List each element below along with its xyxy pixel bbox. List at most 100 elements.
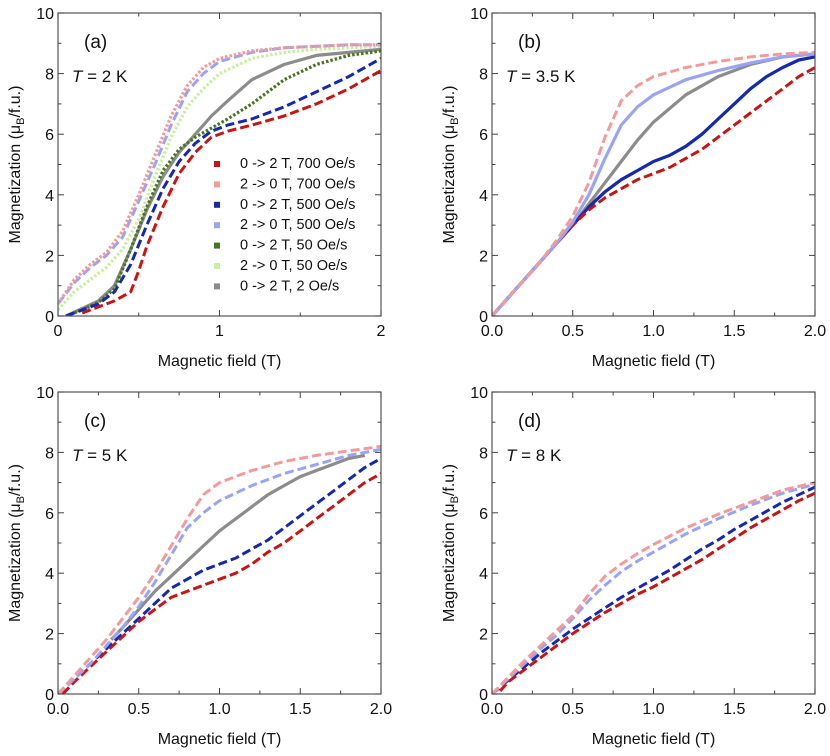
x-tick-label: 0.5 — [128, 701, 150, 718]
series-down-700 — [58, 43, 381, 305]
legend-label: 0 -> 2 T, 2 Oe/s — [240, 278, 339, 294]
y-tick-label: 8 — [45, 67, 54, 84]
y-tick-label: 2 — [479, 627, 488, 644]
series-up-50 — [65, 49, 381, 316]
x-tick-label: 0.0 — [481, 701, 503, 718]
x-axis-label: Magnetic field (T) — [158, 353, 282, 370]
y-axis-label: Magnetization (μB/f.u.) — [441, 464, 461, 622]
x-axis-label: Magnetic field (T) — [592, 731, 716, 748]
x-tick-label: 0.0 — [47, 701, 69, 718]
legend-label: 2 -> 0 T, 50 Oe/s — [240, 258, 347, 274]
temperature-annotation: T = 2 K — [72, 67, 128, 86]
x-tick-label: 2.0 — [804, 701, 826, 718]
y-tick-label: 0 — [45, 687, 54, 704]
y-tick-label: 0 — [479, 309, 488, 326]
y-tick-label: 8 — [479, 445, 488, 462]
temperature-annotation: T = 5 K — [72, 446, 128, 465]
y-tick-label: 2 — [45, 248, 54, 265]
x-tick-label: 1 — [215, 323, 224, 340]
legend: 0 -> 2 T, 700 Oe/s 2 -> 0 T, 700 Oe/s 0 ->… — [214, 156, 355, 294]
y-tick-label: 8 — [45, 445, 54, 462]
series-up-500 — [492, 485, 815, 694]
y-tick-label: 0 — [479, 687, 488, 704]
y-tick-label: 6 — [45, 506, 54, 523]
legend-label: 0 -> 2 T, 500 Oe/s — [240, 197, 355, 213]
legend-swatch — [214, 161, 220, 167]
series-down-500 — [492, 482, 815, 694]
series-up-500 — [58, 457, 381, 694]
axis-ticks — [491, 391, 816, 695]
y-tick-label: 6 — [479, 127, 488, 144]
y-tick-label: 6 — [45, 127, 54, 144]
axis-ticks — [57, 391, 382, 695]
series-group — [58, 43, 381, 316]
x-tick-label: 1.0 — [642, 323, 664, 340]
y-axis-label: Magnetization (μB/f.u.) — [7, 464, 27, 622]
x-tick-label: 1.5 — [723, 701, 745, 718]
axis-ticks — [57, 12, 382, 317]
y-axis-label: Magnetization (μB/f.u.) — [441, 86, 461, 244]
y-tick-label: 2 — [479, 248, 488, 265]
series-group — [58, 444, 381, 694]
series-down-50 — [58, 44, 381, 311]
x-tick-label: 0 — [54, 323, 63, 340]
y-axis-label: Magnetization (μB/f.u.) — [7, 86, 27, 244]
legend-label: 0 -> 2 T, 50 Oe/s — [240, 238, 347, 254]
axis-ticks — [491, 12, 816, 317]
x-axis-label: Magnetic field (T) — [592, 353, 716, 370]
y-tick-label: 4 — [479, 188, 488, 205]
legend-label: 2 -> 0 T, 700 Oe/s — [240, 176, 355, 192]
series-down-700 — [492, 50, 815, 316]
panel-a: 0 1 2 0 2 4 6 8 10 Magnetic field (T) Magnetizatio… — [7, 6, 386, 370]
series-down-700 — [492, 481, 815, 694]
y-tick-label: 4 — [45, 566, 54, 583]
x-tick-label: 0.5 — [562, 323, 584, 340]
x-tick-label: 1.5 — [289, 701, 311, 718]
legend-swatch — [214, 283, 220, 290]
panel-label: (c) — [84, 411, 106, 432]
y-tick-label: 6 — [479, 506, 488, 523]
y-tick-label: 10 — [36, 6, 54, 23]
y-tick-label: 4 — [479, 566, 488, 583]
y-tick-label: 4 — [45, 188, 54, 205]
series-down-700 — [58, 444, 381, 694]
panel-label: (a) — [84, 32, 107, 53]
series-up-2 — [110, 453, 366, 641]
y-tick-label: 10 — [470, 385, 488, 402]
legend-label: 0 -> 2 T, 700 Oe/s — [240, 156, 355, 172]
series-group — [492, 50, 815, 316]
x-tick-label: 1.0 — [208, 701, 230, 718]
series-down-500 — [58, 447, 381, 694]
series-down-500 — [492, 52, 815, 316]
legend-swatch — [214, 201, 220, 208]
x-tick-label: 2.0 — [804, 323, 826, 340]
legend-swatch — [214, 242, 220, 249]
legend-swatch — [214, 222, 220, 229]
y-tick-label: 10 — [470, 6, 488, 23]
series-up-700 — [61, 472, 381, 694]
panel-b: 0.0 0.5 1.0 1.5 2.0 0 2 4 6 8 10 Magnetic field (T)… — [441, 6, 826, 370]
legend-swatch — [214, 181, 220, 188]
x-tick-label: 0.0 — [481, 323, 503, 340]
series-group — [492, 481, 815, 694]
x-tick-label: 2 — [377, 323, 386, 340]
x-tick-label: 1.5 — [723, 323, 745, 340]
y-tick-label: 8 — [479, 67, 488, 84]
series-up-700 — [492, 66, 815, 316]
panel-c: 0.0 0.5 1.0 1.5 2.0 0 2 4 6 8 10 Magnetic field (T)… — [7, 385, 392, 748]
legend-swatch — [214, 263, 220, 269]
x-tick-label: 1.0 — [642, 701, 664, 718]
y-tick-label: 10 — [36, 385, 54, 402]
legend-label: 2 -> 0 T, 500 Oe/s — [240, 217, 355, 233]
panel-d: 0.0 0.5 1.0 1.5 2.0 0 2 4 6 8 10 Magnetic field (T)… — [441, 385, 826, 748]
series-up-700 — [498, 491, 815, 692]
y-tick-label: 2 — [45, 627, 54, 644]
temperature-annotation: T = 8 K — [506, 446, 562, 465]
x-axis-label: Magnetic field (T) — [158, 731, 282, 748]
x-tick-label: 0.5 — [562, 701, 584, 718]
panel-label: (b) — [518, 32, 541, 53]
series-up-500 — [65, 57, 381, 316]
x-tick-label: 2.0 — [370, 701, 392, 718]
